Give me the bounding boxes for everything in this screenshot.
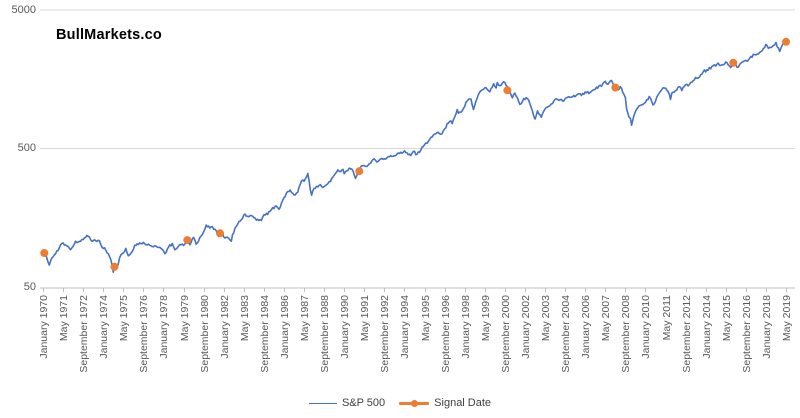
x-tick-label: January 1978 <box>158 295 170 359</box>
signal-date-marker <box>729 58 738 67</box>
x-tick-label: May 1979 <box>179 295 191 341</box>
signal-date-marker <box>503 86 512 95</box>
x-tick-label: May 1995 <box>420 295 432 341</box>
signal-date-marker <box>611 83 620 92</box>
legend-label-signal-date: Signal Date <box>434 397 492 409</box>
x-tick-label: January 2018 <box>761 295 773 359</box>
x-tick-label: January 1994 <box>399 295 411 359</box>
legend-item-sp500: S&P 500 <box>308 397 386 409</box>
x-tick-label: January 1990 <box>339 295 351 359</box>
x-tick-label: May 1991 <box>359 295 371 341</box>
signal-dot-icon <box>410 399 418 407</box>
y-axis-tick-label-500: 500 <box>17 142 36 154</box>
x-tick-label: January 1982 <box>219 295 231 359</box>
x-tick-label: September 1992 <box>379 295 391 373</box>
signal-date-marker-swatch-icon <box>399 399 430 407</box>
x-tick-label: September 2004 <box>560 295 572 373</box>
x-tick-label: January 1970 <box>38 295 50 359</box>
x-tick-label: September 1996 <box>440 295 452 373</box>
x-tick-label: January 1974 <box>98 295 110 359</box>
x-tick-label: May 1987 <box>299 295 311 341</box>
watermark-title: BullMarkets.co <box>56 27 162 43</box>
x-tick-label: May 2015 <box>721 295 733 341</box>
x-tick-label: May 1999 <box>480 295 492 341</box>
signal-date-marker <box>782 37 790 46</box>
x-tick-label: January 2002 <box>520 295 532 359</box>
signal-date-marker <box>183 236 192 245</box>
x-tick-label: September 2012 <box>681 295 693 373</box>
x-tick-label: May 2011 <box>661 295 673 340</box>
x-tick-label: September 1972 <box>78 295 90 373</box>
x-tick-label: September 1988 <box>319 295 331 373</box>
x-tick-label: September 2016 <box>741 295 753 373</box>
sp500-line-series <box>42 40 787 274</box>
x-tick-label: January 1998 <box>460 295 472 359</box>
x-tick-label: May 1983 <box>239 295 251 341</box>
x-tick-label: September 2000 <box>500 295 512 373</box>
chart-legend: S&P 500 Signal Date <box>0 394 800 412</box>
sp500-line-swatch-icon <box>308 402 337 404</box>
y-axis-tick-label-5000: 5000 <box>11 4 36 16</box>
x-tick-label: September 1976 <box>138 295 150 373</box>
x-tick-label: January 2006 <box>580 295 592 359</box>
x-tick-label: September 1984 <box>259 295 271 373</box>
x-tick-label: January 2014 <box>701 295 713 359</box>
x-tick-label: May 2003 <box>540 295 552 341</box>
x-tick-label: September 2008 <box>620 295 632 373</box>
signal-date-marker <box>110 262 119 271</box>
y-axis-tick-label-50: 50 <box>23 281 36 293</box>
signal-date-marker <box>355 167 364 176</box>
legend-label-sp500: S&P 500 <box>341 397 386 409</box>
signal-date-marker <box>216 229 224 238</box>
signal-date-marker <box>40 249 49 257</box>
x-tick-label: May 1971 <box>58 295 70 341</box>
legend-item-signal-date: Signal Date <box>399 397 491 409</box>
x-tick-label: May 1975 <box>118 295 130 341</box>
x-tick-label: September 1980 <box>199 295 211 373</box>
x-tick-label: January 2010 <box>640 295 652 359</box>
x-tick-label: January 1986 <box>279 295 291 359</box>
x-tick-label: May 2007 <box>600 295 612 341</box>
x-tick-label: May 2019 <box>781 295 793 341</box>
